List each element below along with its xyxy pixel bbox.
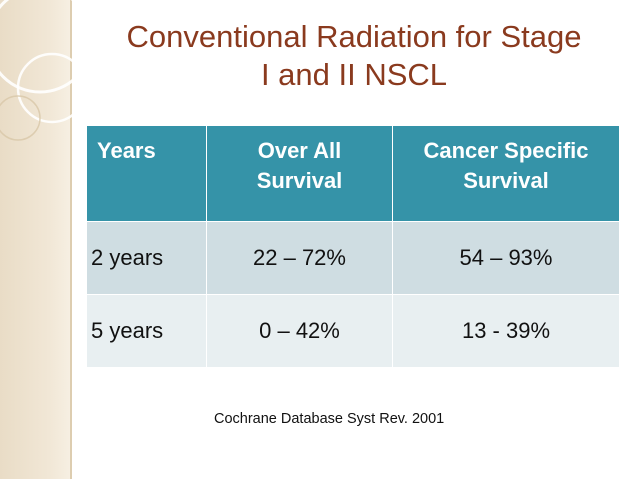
table-row: 2 years 22 – 72% 54 – 93% (86, 221, 620, 295)
side-band-edge (70, 0, 72, 479)
decorative-side-band (0, 0, 70, 479)
cell-years: 5 years (86, 294, 207, 368)
cell-cancer-specific-survival: 54 – 93% (392, 221, 620, 295)
citation-text: Cochrane Database Syst Rev. 2001 (214, 411, 445, 427)
cell-overall-survival: 0 – 42% (206, 294, 393, 368)
header-cancer-specific-survival: Cancer Specific Survival (392, 125, 620, 222)
slide-title: Conventional Radiation for Stage I and I… (80, 18, 628, 94)
slide-title-line-1: Conventional Radiation for Stage (126, 19, 582, 54)
cell-years: 2 years (86, 221, 207, 295)
table-row: 5 years 0 – 42% 13 - 39% (86, 294, 620, 368)
survival-table: Years Over All Survival Cancer Specific … (86, 125, 620, 368)
cell-overall-survival: 22 – 72% (206, 221, 393, 295)
cell-cancer-specific-survival: 13 - 39% (392, 294, 620, 368)
header-cancer-specific-line-2: Survival (463, 168, 549, 193)
header-years-label: Years (97, 138, 156, 163)
slide-title-line-2: I and II NSCL (260, 57, 448, 92)
header-overall-survival-line-2: Survival (256, 168, 343, 193)
header-overall-survival-line-1: Over All (257, 138, 342, 163)
header-cancer-specific-line-1: Cancer Specific (423, 138, 589, 163)
table-header-row: Years Over All Survival Cancer Specific … (86, 125, 620, 222)
decorative-circles-graphic (0, 0, 94, 141)
header-years: Years (86, 125, 207, 222)
header-overall-survival: Over All Survival (206, 125, 393, 222)
